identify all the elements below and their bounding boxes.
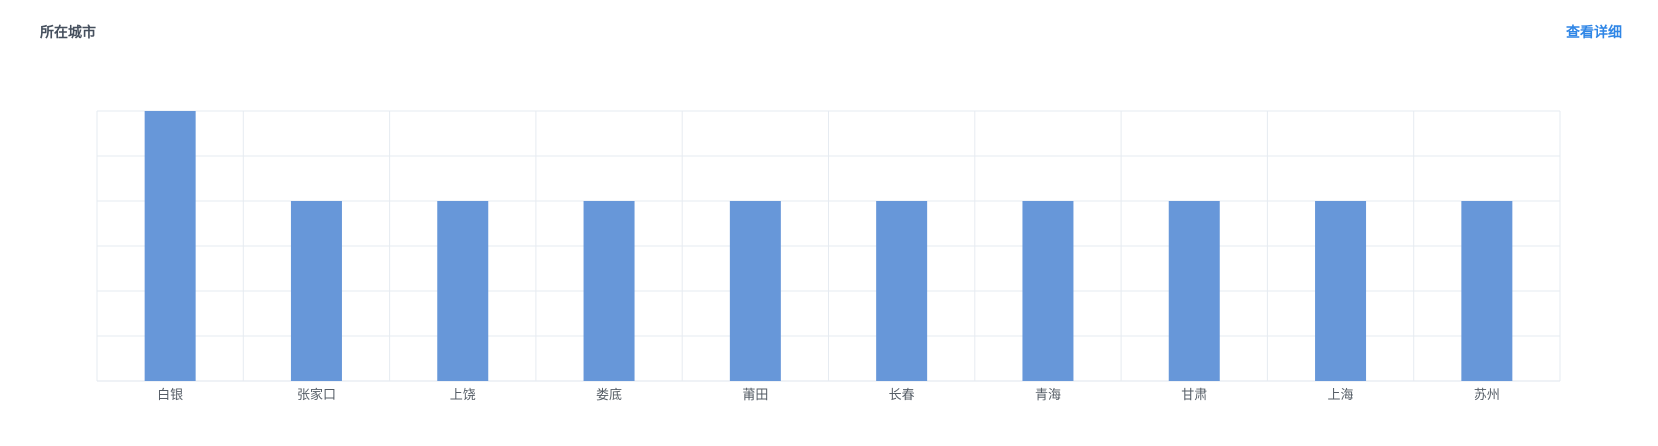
view-details-link[interactable]: 查看详细: [1566, 24, 1622, 40]
bar-7: [1022, 201, 1074, 381]
x-tick-label: 青海: [1035, 387, 1061, 402]
bars: [144, 111, 1513, 381]
x-tick-label: 长春: [889, 387, 915, 402]
x-tick-label: 甘肃: [1181, 387, 1207, 402]
x-tick-label: 张家口: [297, 387, 336, 402]
bar-10: [1461, 201, 1513, 381]
bar-8: [1168, 201, 1220, 381]
x-tick-label: 莆田: [742, 387, 768, 402]
bar-4: [583, 201, 635, 381]
bar-5: [729, 201, 781, 381]
bar-9: [1315, 201, 1367, 381]
panel-header: 所在城市 查看详细: [0, 0, 1658, 64]
x-tick-label: 娄底: [596, 387, 622, 402]
panel-title: 所在城市: [40, 24, 96, 40]
x-tick-label: 上海: [1328, 387, 1354, 402]
bar-3: [437, 201, 489, 381]
bar-2: [290, 201, 342, 381]
x-tick-label: 上饶: [450, 387, 476, 402]
x-tick-label: 苏州: [1474, 387, 1500, 402]
x-tick-label: 白银: [157, 387, 183, 402]
bar-1: [144, 111, 196, 381]
x-axis-labels: 白银 张家口 上饶 娄底 莆田 长春 青海 甘肃 上海 苏州: [157, 387, 1500, 402]
bar-6: [876, 201, 928, 381]
